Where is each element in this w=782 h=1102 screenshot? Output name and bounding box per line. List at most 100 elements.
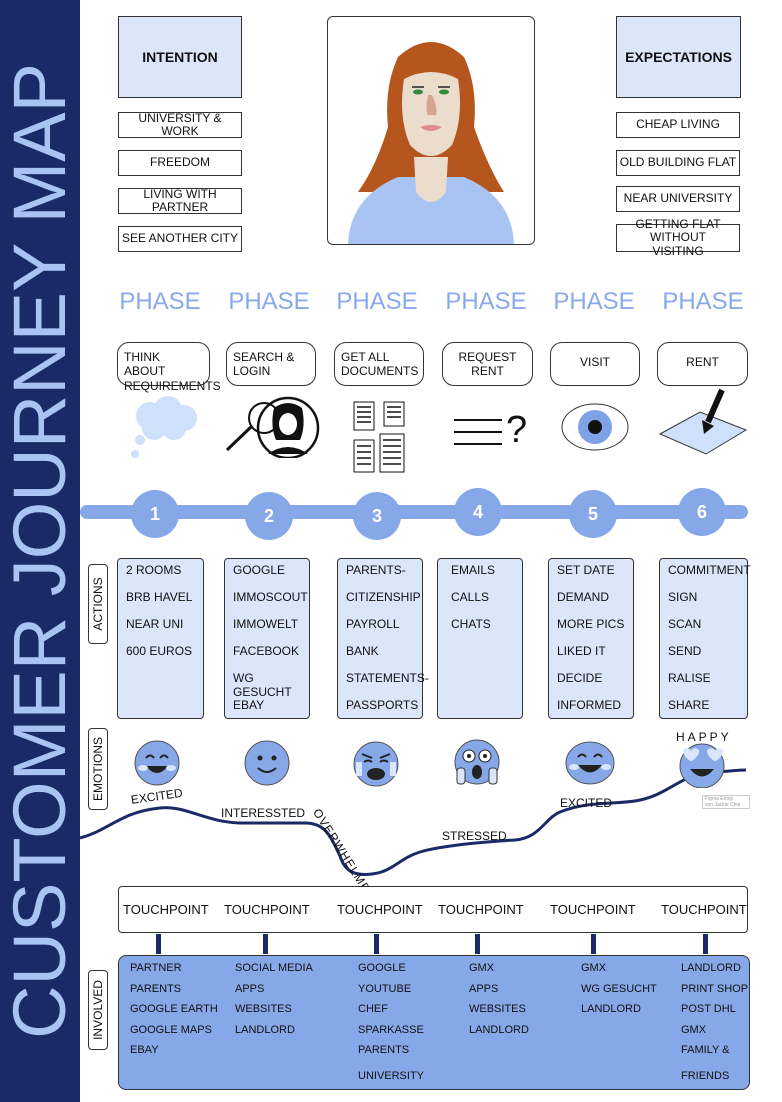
intention-item: SEE ANOTHER CITY: [118, 226, 242, 252]
action-item: SHARE: [668, 698, 710, 712]
connector: [703, 934, 708, 954]
touchpoint-label-3: TOUCHPOINT: [337, 902, 423, 917]
actions-column-6: COMMITMENT SIGN SCAN SEND RALISE SHARE: [659, 558, 751, 719]
excited-face-icon: [134, 740, 180, 786]
connector: [156, 934, 161, 954]
action-item: NEAR UNI: [126, 617, 184, 631]
action-item: GOOGLE: [233, 563, 286, 577]
action-item: SCAN: [668, 617, 702, 631]
action-item: STATEMENTS-: [346, 671, 429, 685]
involved-label: INVOLVED: [88, 970, 108, 1050]
action-item: DECIDE: [557, 671, 603, 685]
action-item: EBAY: [233, 698, 265, 712]
action-item: BANK: [346, 644, 379, 658]
involved-panel: [118, 955, 750, 1090]
phase-label-3: PHASE: [336, 288, 418, 315]
action-item: CHATS: [451, 617, 491, 631]
actions-column-5: SET DATE DEMAND MORE PICS LIKED IT DECID…: [548, 558, 634, 719]
expectation-item: CHEAP LIVING: [616, 112, 740, 138]
action-item: WG GESUCHT: [233, 671, 292, 699]
involved-column-6: LANDLORD PRINT SHOP POST DHL GMX FAMILY …: [681, 962, 749, 1082]
actions-label: ACTIONS: [88, 564, 108, 644]
step-number-2: 2: [245, 492, 293, 540]
actions-column-1: 2 ROOMS BRB HAVEL NEAR UNI 600 EUROS: [117, 558, 204, 719]
phase-box-2: SEARCH & LOGIN: [226, 342, 316, 386]
magnifier-person-icon: [225, 396, 320, 458]
connector: [475, 934, 480, 954]
touchpoint-label-5: TOUCHPOINT: [550, 902, 636, 917]
touchpoint-label-1: TOUCHPOINT: [123, 902, 209, 917]
happy-heart-eyes-face-icon: [679, 743, 725, 788]
persona-illustration: [348, 42, 514, 244]
thought-cloud-icon: [131, 396, 197, 458]
actions-column-3: PARENTS- CITIZENSHIP PAYROLL BANK STATEM…: [337, 558, 429, 719]
action-item: CALLS: [451, 590, 490, 604]
action-item: 2 ROOMS: [126, 563, 182, 577]
actions-column-4: EMAILS CALLS CHATS: [437, 558, 523, 719]
action-item: SET DATE: [557, 563, 615, 577]
action-item: IMMOSCOUT: [233, 590, 308, 604]
phase-box-3: GET ALL DOCUMENTS: [334, 342, 424, 386]
expectation-item: NEAR UNIVERSITY: [616, 186, 740, 212]
action-item: PASSPORTS: [346, 698, 419, 712]
phase-label-1: PHASE: [119, 288, 201, 315]
sidebar: CUSTOMER JOURNEY MAP: [0, 0, 81, 1102]
action-item: IMMOWELT: [233, 617, 299, 631]
action-item: SEND: [668, 644, 702, 658]
connector: [591, 934, 596, 954]
intention-item: UNIVERSITY & WORK: [118, 111, 242, 138]
phase-label-2: PHASE: [228, 288, 310, 315]
involved-column-3: GOOGLE YOUTUBE CHEF SPARKASSE PARENTS UN…: [358, 962, 425, 1082]
stressed-face-icon: [454, 739, 500, 785]
action-item: 600 EUROS: [126, 644, 193, 658]
action-item: PARENTS-: [346, 563, 406, 577]
action-item: INFORMED: [557, 698, 621, 712]
touchpoint-bar: [118, 886, 748, 933]
action-item: EMAILS: [451, 563, 496, 577]
overwhelmed-face-icon: [353, 741, 399, 787]
connector: [374, 934, 379, 954]
emotion-label-interested: INTERESSTED: [221, 806, 306, 820]
action-item: MORE PICS: [557, 617, 625, 631]
touchpoint-label-4: TOUCHPOINT: [438, 902, 524, 917]
svg-text:?: ?: [506, 409, 527, 450]
step-number-5: 5: [569, 490, 617, 538]
signing-paper-icon: [658, 388, 748, 455]
excited-face-icon-2: [565, 741, 615, 785]
connector: [263, 934, 268, 954]
expectation-item: GETTING FLAT WITHOUT VISITING: [616, 218, 740, 257]
step-number-6: 6: [678, 488, 726, 536]
emotion-label-excited-2: EXCITED: [560, 796, 613, 810]
phase-box-1: THINK ABOUT REQUIREMENTS: [117, 342, 221, 393]
action-item: FACEBOOK: [233, 644, 300, 658]
action-item: SIGN: [668, 590, 698, 604]
expectations-heading: EXPECTATIONS: [616, 16, 741, 98]
phase-label-5: PHASE: [553, 288, 635, 315]
question-lines-icon: ?: [454, 409, 527, 450]
touchpoint-label-6: TOUCHPOINT: [661, 902, 747, 917]
action-item: RALISE: [668, 671, 711, 685]
action-item: CITIZENSHIP: [346, 590, 421, 604]
actions-column-2: GOOGLE IMMOSCOUT IMMOWELT FACEBOOK WG GE…: [224, 558, 310, 719]
step-number-1: 1: [131, 490, 179, 538]
step-number-3: 3: [353, 492, 401, 540]
documents-icon: [353, 401, 405, 473]
expectation-item: OLD BUILDING FLAT: [616, 150, 740, 176]
persona-portrait: [327, 16, 535, 245]
touchpoint-label-2: TOUCHPOINT: [224, 902, 310, 917]
involved-column-1: PARTNER PARENTS GOOGLE EARTH GOOGLE MAPS…: [130, 962, 218, 1056]
emotions-label: EMOTIONS: [88, 728, 108, 810]
involved-column-2: SOCIAL MEDIA APPS WEBSITES LANDLORD: [235, 962, 313, 1036]
phase-label-6: PHASE: [662, 288, 744, 315]
intention-item: LIVING WITH PARTNER: [118, 187, 242, 214]
action-item: COMMITMENT: [668, 563, 751, 577]
phase-box-6: RENT: [657, 342, 748, 386]
phase-label-4: PHASE: [445, 288, 527, 315]
intention-item: FREEDOM: [118, 150, 242, 176]
action-item: PAYROLL: [346, 617, 400, 631]
involved-column-4: GMX APPS WEBSITES LANDLORD: [469, 962, 529, 1036]
action-item: LIKED IT: [557, 644, 606, 658]
phase-box-4: REQUEST RENT: [442, 342, 533, 386]
action-item: DEMAND: [557, 590, 610, 604]
